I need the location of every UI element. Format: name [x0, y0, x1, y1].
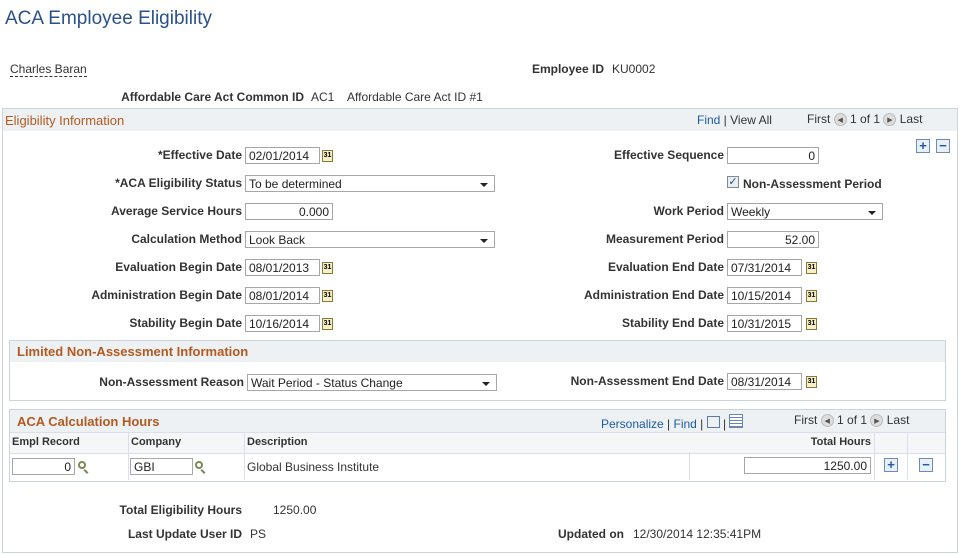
effective-date-input[interactable]: 02/01/2014 — [245, 147, 320, 164]
avg-hours-label: Average Service Hours — [111, 204, 242, 218]
view-all-link[interactable]: View All — [730, 113, 772, 127]
calendar-icon[interactable]: 31 — [322, 262, 333, 274]
calc-hours-title: ACA Calculation Hours — [17, 414, 160, 429]
magnifier-icon[interactable] — [78, 461, 86, 469]
calendar-icon[interactable]: 31 — [322, 290, 333, 302]
magnifier-icon[interactable] — [195, 461, 203, 469]
calc-hours-grid — [9, 409, 946, 482]
limited-section — [9, 340, 946, 401]
na-end-input[interactable]: 08/31/2014 — [727, 373, 802, 390]
calc-method-select[interactable]: Look Back — [245, 231, 495, 248]
employee-id-label: Employee ID — [531, 62, 604, 76]
admin-end-input[interactable]: 10/15/2014 — [727, 287, 802, 304]
page-count: 1 of 1 — [850, 112, 881, 126]
eval-end-input[interactable]: 07/31/2014 — [727, 259, 802, 276]
col-description: Description — [247, 436, 308, 448]
personalize-link[interactable]: Personalize — [601, 417, 664, 431]
eligibility-section — [2, 108, 958, 553]
download-icon[interactable] — [729, 414, 744, 428]
previous-icon[interactable]: ◀ — [820, 414, 834, 428]
calendar-icon[interactable]: 31 — [322, 318, 333, 330]
col-total-hours: Total Hours — [810, 436, 871, 448]
plus-icon[interactable]: + — [884, 458, 898, 472]
add-row-button[interactable]: + — [916, 139, 930, 153]
non-assessment-label: Non-Assessment Period — [743, 177, 882, 191]
measurement-input[interactable]: 52.00 — [727, 231, 819, 248]
work-period-select[interactable]: Weekly — [727, 203, 883, 220]
previous-icon[interactable]: ◀ — [833, 113, 847, 127]
stab-begin-label: Stability Begin Date — [129, 316, 242, 330]
limited-header: Limited Non-Assessment Information — [10, 341, 945, 362]
reason-select[interactable]: Wait Period - Status Change — [247, 374, 497, 391]
reason-value: Wait Period - Status Change — [251, 376, 403, 390]
updated-on-value: 12/30/2014 12:35:41PM — [633, 527, 762, 541]
col-empl-record: Empl Record — [12, 436, 80, 448]
aca-status-value: To be determined — [249, 177, 342, 191]
calendar-icon[interactable]: 31 — [322, 150, 333, 162]
last-label: Last — [886, 413, 910, 427]
eligibility-title: Eligibility Information — [5, 113, 125, 128]
effective-sequence-input[interactable]: 0 — [727, 147, 819, 164]
aca-status-label: *ACA Eligibility Status — [115, 176, 242, 190]
calendar-icon[interactable]: 31 — [806, 290, 817, 302]
company-input[interactable]: GBI — [130, 458, 193, 475]
total-eligibility-label: Total Eligibility Hours — [119, 503, 242, 517]
updated-on-label: Updated on — [558, 527, 624, 541]
minus-icon[interactable]: − — [919, 458, 933, 472]
measurement-label: Measurement Period — [605, 232, 724, 246]
admin-end-label: Administration End Date — [583, 288, 724, 302]
col-company: Company — [131, 436, 182, 448]
eligibility-header: Eligibility Information Find | View All … — [3, 109, 957, 131]
next-icon[interactable]: ▶ — [870, 414, 884, 428]
avg-hours-input[interactable]: 0.000 — [245, 203, 333, 220]
calendar-icon[interactable]: 31 — [806, 262, 817, 274]
last-label: Last — [899, 112, 923, 126]
employee-id-value: KU0002 — [612, 62, 656, 76]
aca-common-id-value: AC1 — [311, 90, 335, 104]
aca-common-id-desc: Affordable Care Act ID #1 — [347, 90, 483, 104]
calc-hours-header: ACA Calculation Hours Personalize | Find… — [10, 410, 945, 432]
effective-date-label: *Effective Date — [157, 148, 242, 162]
description-text: Global Business Institute — [247, 460, 380, 474]
calendar-icon[interactable]: 31 — [806, 318, 817, 330]
find-link[interactable]: Find — [697, 113, 721, 127]
reason-label: Non-Assessment Reason — [99, 375, 244, 389]
last-update-user-value: PS — [250, 527, 267, 541]
non-assessment-checkbox[interactable]: ✓ — [727, 176, 739, 188]
limited-title: Limited Non-Assessment Information — [17, 344, 249, 359]
total-eligibility-value: 1250.00 — [273, 503, 317, 517]
admin-begin-input[interactable]: 08/01/2014 — [245, 287, 320, 304]
empl-record-input[interactable]: 0 — [12, 458, 75, 475]
last-update-user-label: Last Update User ID — [127, 527, 242, 541]
find-link[interactable]: Find — [673, 417, 697, 431]
total-hours-input[interactable]: 1250.00 — [744, 457, 871, 474]
employee-name-link[interactable]: Charles Baran — [10, 62, 87, 77]
effective-sequence-label: Effective Sequence — [613, 148, 724, 162]
eval-end-label: Evaluation End Date — [607, 260, 724, 274]
work-period-value: Weekly — [731, 205, 771, 219]
na-end-label: Non-Assessment End Date — [570, 374, 724, 388]
stab-begin-input[interactable]: 10/16/2014 — [245, 315, 320, 332]
calendar-icon[interactable]: 31 — [806, 376, 817, 388]
first-label: First — [794, 413, 818, 427]
eval-begin-input[interactable]: 08/01/2013 — [245, 259, 320, 276]
work-period-label: Work Period — [653, 204, 724, 218]
aca-common-id-label: Affordable Care Act Common ID — [121, 90, 304, 104]
stab-end-input[interactable]: 10/31/2015 — [727, 315, 802, 332]
stab-end-label: Stability End Date — [621, 316, 724, 330]
admin-begin-label: Administration Begin Date — [91, 288, 242, 302]
column-header-row — [10, 432, 945, 454]
page-title: ACA Employee Eligibility — [5, 8, 212, 29]
delete-row-button[interactable]: − — [936, 139, 950, 153]
next-icon[interactable]: ▶ — [883, 113, 897, 127]
page-count: 1 of 1 — [837, 413, 868, 427]
new-window-icon[interactable] — [706, 416, 720, 428]
eval-begin-label: Evaluation Begin Date — [115, 260, 242, 274]
calc-method-label: Calculation Method — [131, 232, 242, 246]
calc-method-value: Look Back — [249, 233, 306, 247]
first-label: First — [807, 112, 831, 126]
aca-status-select[interactable]: To be determined — [245, 175, 495, 192]
